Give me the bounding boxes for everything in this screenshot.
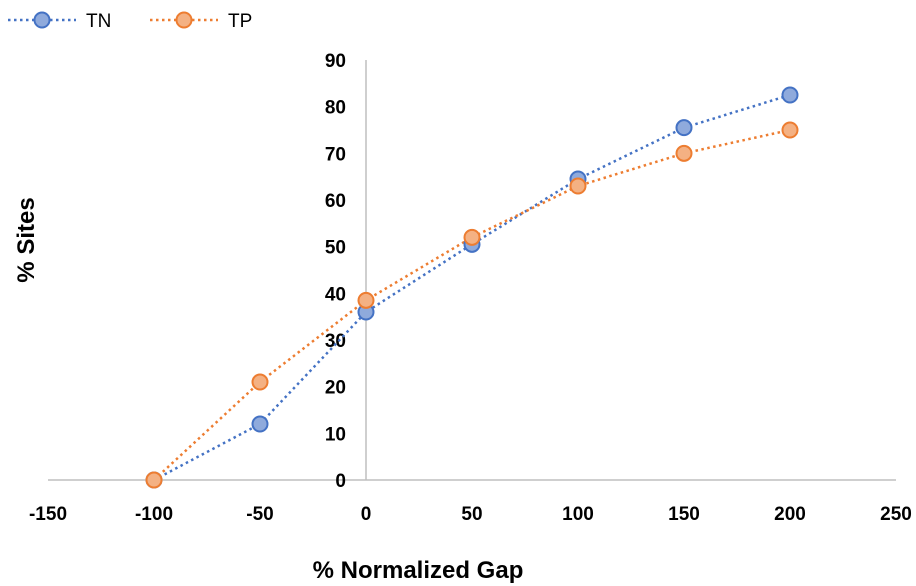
y-tick-label: 90 bbox=[325, 51, 346, 72]
legend-label-tp: TP bbox=[228, 11, 252, 32]
x-tick-label: 100 bbox=[562, 504, 594, 525]
x-axis-title: % Normalized Gap bbox=[313, 557, 524, 584]
tick-labels: -150 -100 -50 0 50 100 150 200 250 0 10 20 30 40 50 60 7… bbox=[29, 51, 912, 525]
x-tick-label: 50 bbox=[461, 504, 482, 525]
series-line-tn bbox=[153, 93, 791, 482]
data-point-tp[interactable] bbox=[251, 373, 269, 391]
legend-swatch-marker-tp bbox=[175, 11, 193, 29]
data-point-tn[interactable] bbox=[781, 86, 799, 104]
y-tick-label: 80 bbox=[325, 98, 346, 119]
y-tick-label: 0 bbox=[335, 471, 346, 492]
y-tick-label: 50 bbox=[325, 238, 346, 259]
x-tick-label: 0 bbox=[361, 504, 372, 525]
y-tick-label: 10 bbox=[325, 424, 346, 445]
data-point-tp[interactable] bbox=[357, 291, 375, 309]
legend-item-tn[interactable]: TN bbox=[8, 11, 111, 32]
x-tick-label: 150 bbox=[668, 504, 700, 525]
data-point-tp[interactable] bbox=[145, 471, 163, 489]
data-point-tn[interactable] bbox=[251, 415, 269, 433]
y-tick-label: 20 bbox=[325, 378, 346, 399]
legend: TN TP bbox=[8, 11, 252, 32]
data-point-tp[interactable] bbox=[781, 121, 799, 139]
y-tick-label: 70 bbox=[325, 144, 346, 165]
y-tick-label: 30 bbox=[325, 331, 346, 352]
data-point-tp[interactable] bbox=[675, 144, 693, 162]
series-layer bbox=[145, 86, 799, 489]
x-tick-label: 200 bbox=[774, 504, 806, 525]
legend-item-tp[interactable]: TP bbox=[150, 11, 252, 32]
y-tick-label: 40 bbox=[325, 284, 346, 305]
data-point-tn[interactable] bbox=[675, 119, 693, 137]
axes bbox=[48, 60, 896, 481]
series-line-tp bbox=[153, 128, 791, 481]
x-tick-label: -100 bbox=[135, 504, 173, 525]
x-tick-label: -150 bbox=[29, 504, 67, 525]
x-tick-label: -50 bbox=[246, 504, 273, 525]
legend-swatch-marker-tn bbox=[33, 11, 51, 29]
y-tick-label: 60 bbox=[325, 191, 346, 212]
x-tick-label: 250 bbox=[880, 504, 912, 525]
legend-label-tn: TN bbox=[86, 11, 111, 32]
data-point-tp[interactable] bbox=[569, 177, 587, 195]
y-axis-title: % Sites bbox=[13, 197, 40, 282]
data-point-tp[interactable] bbox=[463, 228, 481, 246]
